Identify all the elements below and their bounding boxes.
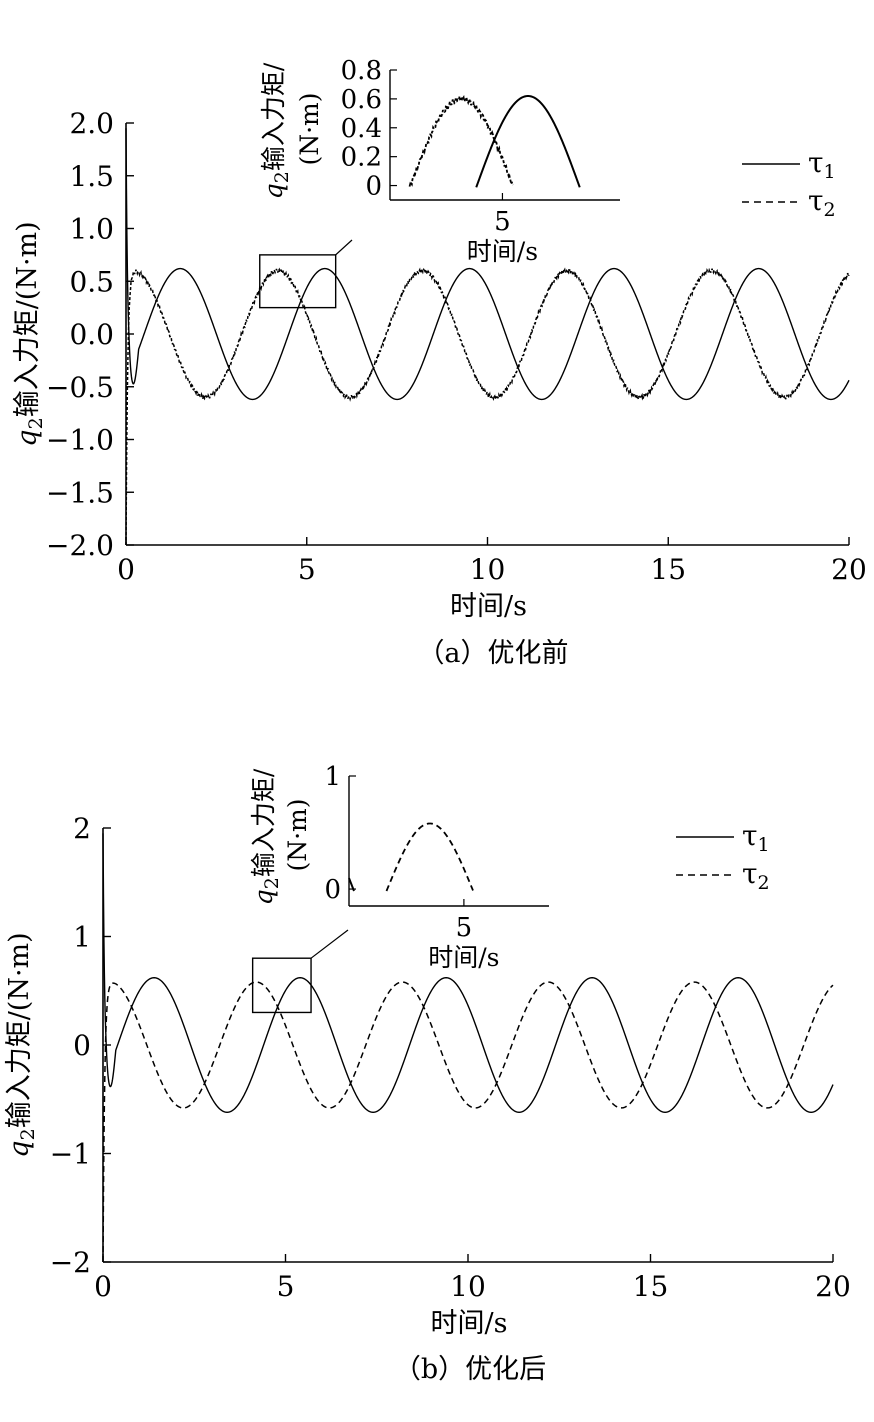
x-axis-label: 时间/s — [450, 591, 527, 622]
x-tick-label: 10 — [470, 553, 506, 586]
zoom-box — [259, 254, 337, 309]
inset-y-axis-label-line2: (N·m) — [295, 92, 324, 165]
inset-y-axis-label-line1: q2输入力矩/ — [249, 768, 283, 905]
inset-y-axis-label-line2: (N·m) — [283, 798, 312, 871]
x-axis-label: 时间/s — [431, 1308, 508, 1339]
series-line-τ1 — [125, 128, 850, 401]
x-tick-label: 15 — [650, 553, 686, 586]
inset-plot: 5 0.80.60.40.20 时间/s q2输入力矩/(N·m) — [259, 56, 620, 266]
inset-series-line-τ2 — [385, 822, 474, 892]
inset-x-tick-label: 5 — [456, 913, 473, 943]
panel-caption: （b）优化后 — [394, 1354, 546, 1385]
y-tick-label: 1.0 — [69, 213, 114, 246]
inset-x-axis-label: 时间/s — [467, 237, 538, 266]
inset-y-tick-label: 0.4 — [341, 114, 382, 144]
inset-y-tick-label: 0 — [324, 875, 341, 905]
series-line-τ2 — [125, 267, 850, 546]
inset-y-tick-label: 0 — [365, 172, 382, 202]
inset-series-line-τ1 — [475, 94, 581, 188]
y-tick-label: 1.5 — [69, 160, 114, 193]
x-tick-label: 5 — [277, 1270, 295, 1303]
legend-label-τ2: τ2 — [808, 184, 836, 221]
legend-label-τ1: τ1 — [808, 146, 836, 183]
y-tick-label: −1.5 — [46, 476, 114, 509]
y-axis-label: q2输入力矩/(N·m) — [12, 221, 47, 446]
inset-series-line-τ2 — [408, 94, 514, 189]
y-tick-label: −1 — [50, 1138, 91, 1171]
y-tick-label: −2.0 — [46, 529, 114, 562]
x-tick-label: 5 — [298, 553, 316, 586]
inset-y-tick-label: 0.8 — [341, 56, 382, 86]
panel-b: 0 5 10 15 20210−1−2时间/sq2输入力矩/(N·m)τ1τ2（b）优化… — [4, 762, 851, 1385]
zoom-leader-line — [335, 239, 353, 256]
y-tick-label: 2.0 — [69, 107, 114, 140]
inset-x-tick-label: 5 — [494, 207, 511, 237]
zoom-box — [251, 957, 312, 1014]
y-tick-label: 0 — [73, 1029, 91, 1062]
y-tick-label: 0.0 — [69, 318, 114, 351]
x-tick-label: 0 — [94, 1270, 112, 1303]
legend-label-τ1: τ1 — [742, 819, 770, 856]
x-tick-label: 20 — [831, 553, 867, 586]
y-tick-label: −0.5 — [46, 371, 114, 404]
inset-plot: 5 1 0 时间/s q2输入力矩/(N·m) — [249, 762, 549, 972]
legend-label-τ2: τ2 — [742, 857, 770, 894]
panel-caption: （a）优化前 — [417, 638, 568, 669]
inset-series-line-τ1 — [348, 877, 355, 892]
x-tick-label: 0 — [117, 553, 135, 586]
inset-y-tick-label: 0.2 — [341, 143, 382, 173]
y-tick-label: 2 — [73, 812, 91, 845]
zoom-leader-line — [310, 929, 349, 959]
y-tick-label: 0.5 — [69, 265, 114, 298]
inset-y-tick-label: 1 — [324, 762, 341, 792]
x-tick-label: 20 — [815, 1270, 851, 1303]
x-tick-label: 10 — [450, 1270, 486, 1303]
y-axis-label: q2输入力矩/(N·m) — [4, 932, 39, 1157]
series-line-τ2 — [102, 981, 834, 1263]
y-tick-label: −2 — [50, 1246, 91, 1279]
inset-y-tick-label: 0.6 — [341, 85, 382, 115]
panel-a: 0 5 10 15 20 2.0 1.5 1.0 0.5 0.0 −0.5 −1.0 −1.5 −2.0 时… — [12, 56, 867, 669]
series-line-τ1 — [102, 833, 834, 1113]
y-tick-label: −1.0 — [46, 424, 114, 457]
x-tick-label: 15 — [633, 1270, 669, 1303]
inset-x-axis-label: 时间/s — [428, 943, 499, 972]
y-tick-label: 1 — [73, 921, 91, 954]
inset-y-axis-label-line1: q2输入力矩/ — [259, 62, 293, 199]
